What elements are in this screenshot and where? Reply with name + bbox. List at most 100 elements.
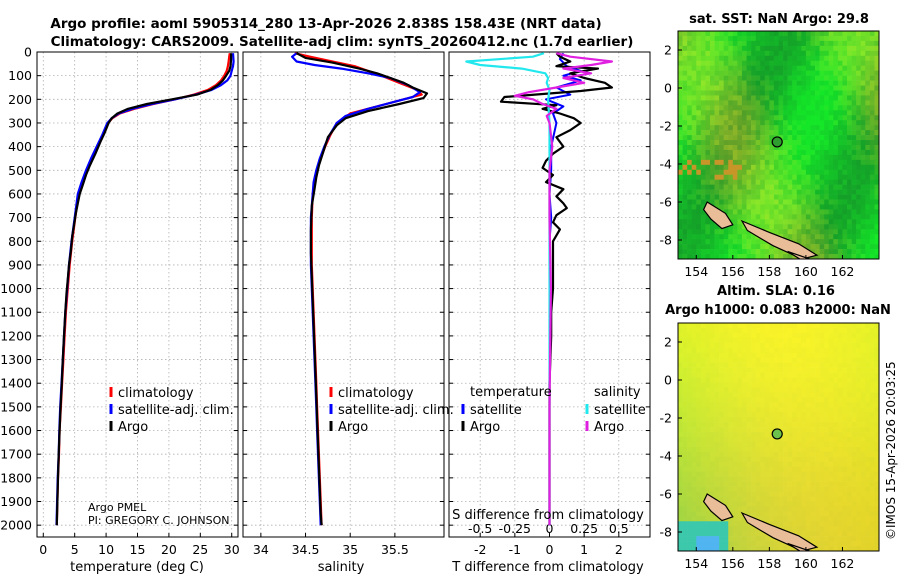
map-cell	[746, 417, 752, 423]
map-cell	[728, 55, 734, 62]
map-cell	[828, 184, 834, 190]
map-cell	[728, 526, 734, 532]
map-cell	[824, 466, 830, 472]
map-cell	[819, 506, 825, 512]
map-cell	[737, 209, 743, 215]
map-cell	[778, 382, 784, 388]
map-cell	[778, 377, 784, 383]
map-cell	[700, 501, 706, 507]
map-cell	[705, 367, 711, 373]
map-cell	[687, 451, 693, 458]
map-cell	[792, 451, 798, 458]
map-cell	[865, 244, 871, 250]
map-cell	[719, 536, 724, 542]
map-cell	[719, 40, 724, 47]
map-cell	[741, 496, 747, 502]
legend-label-t-argo: Argo	[470, 420, 500, 435]
map-cell	[728, 95, 734, 101]
map-cell	[696, 352, 702, 358]
map-cell	[751, 466, 756, 472]
map-cell	[819, 496, 825, 502]
map-cell	[796, 115, 802, 121]
map-cell	[682, 234, 688, 240]
map-cell	[700, 80, 706, 86]
map-cell	[732, 526, 738, 532]
map-cell	[819, 130, 825, 136]
map-cell	[714, 120, 720, 126]
map-cell	[792, 337, 798, 344]
map-cell	[709, 491, 715, 497]
map-cell	[678, 60, 683, 66]
map-cell	[828, 526, 834, 532]
map-cell	[778, 372, 784, 378]
map-cell	[833, 486, 839, 492]
map-cell	[732, 357, 738, 363]
map-cell	[842, 536, 848, 542]
map-cell	[828, 392, 834, 398]
map-cell	[687, 323, 693, 329]
map-cell	[764, 31, 770, 37]
map-cell	[869, 466, 875, 472]
map-cell	[764, 50, 770, 57]
map-cell	[769, 110, 775, 116]
map-cell	[773, 516, 779, 522]
map-cell	[792, 461, 798, 468]
map-cell	[732, 149, 738, 156]
map-cell	[687, 125, 693, 131]
map-cell	[792, 432, 798, 438]
map-cell	[737, 461, 743, 468]
map-cell	[773, 417, 779, 423]
argo-location-marker	[771, 136, 783, 148]
map-cell	[847, 224, 852, 230]
map-cell	[805, 451, 811, 458]
map-cell	[700, 35, 706, 42]
map-cell	[805, 412, 811, 418]
map-cell	[751, 546, 756, 551]
map-cell	[837, 377, 843, 383]
map-cell	[865, 209, 871, 215]
map-cell	[856, 85, 862, 91]
map-cell	[746, 65, 752, 71]
map-cell	[751, 422, 756, 428]
map-cell	[678, 50, 683, 57]
map-cell	[723, 110, 729, 116]
map-cell	[874, 392, 879, 398]
map-cell	[865, 531, 871, 537]
map-cell	[755, 214, 761, 220]
map-cell	[837, 446, 843, 453]
map-cell	[856, 75, 862, 81]
x-tick-label: 34	[253, 542, 269, 557]
map-cell	[856, 174, 862, 180]
map-y-tick-label: -4	[660, 157, 673, 172]
map-cell	[769, 516, 775, 522]
map-cell	[696, 130, 702, 136]
map-cell	[815, 140, 820, 146]
map-cell	[847, 140, 852, 146]
map-cell	[691, 55, 697, 62]
map-cell	[860, 407, 866, 413]
map-cell	[678, 402, 683, 408]
map-cell	[773, 402, 779, 408]
map-cell	[682, 446, 688, 453]
map-cell	[723, 501, 729, 507]
map-cell	[714, 412, 720, 418]
map-cell	[801, 342, 807, 349]
map-cell	[773, 446, 779, 453]
map-cell	[837, 437, 843, 443]
map-cell	[682, 149, 688, 156]
map-cell	[837, 476, 843, 482]
map-cell	[746, 184, 752, 190]
map-cell	[787, 337, 793, 344]
map-cell	[696, 70, 702, 76]
map-cell	[805, 194, 811, 200]
map-cell	[874, 362, 879, 368]
map-cell	[851, 536, 857, 542]
map-cell	[801, 407, 807, 413]
map-cell	[741, 481, 747, 487]
map-cell	[833, 506, 839, 512]
map-cell	[869, 546, 875, 551]
map-cell	[819, 377, 825, 383]
map-cell	[764, 174, 770, 180]
map-cell	[824, 80, 830, 86]
map-cell	[732, 184, 738, 190]
